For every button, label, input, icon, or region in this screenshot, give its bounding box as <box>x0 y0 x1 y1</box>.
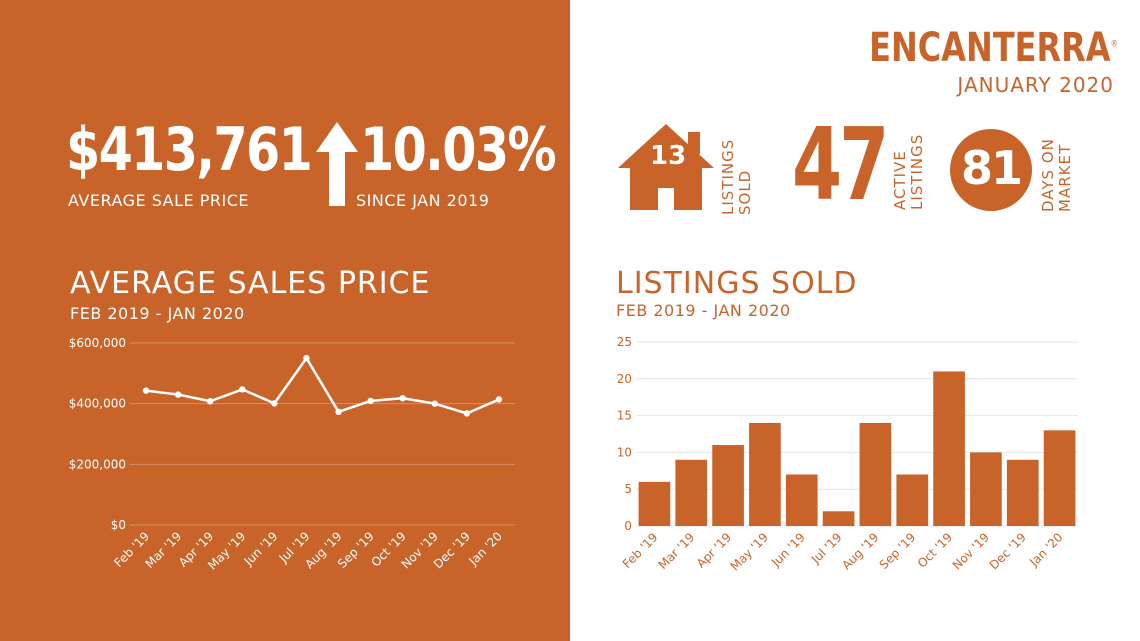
price-data-point <box>431 400 438 407</box>
listings-x-tick-label: Nov '19 <box>950 530 992 572</box>
days-on-market-label-line2: MARKET <box>1056 143 1074 212</box>
listings-bar <box>933 371 965 526</box>
listings-x-tick-label: Jun '19 <box>768 530 808 570</box>
listings-bar <box>970 452 1002 526</box>
listings-y-tick-label: 25 <box>617 335 632 349</box>
brand-logo: ENCANTERRA® <box>869 28 1118 68</box>
days-on-market-value: 81 <box>960 141 1023 195</box>
listings-y-tick-label: 10 <box>617 445 632 459</box>
listings-bar <box>896 474 929 526</box>
price-data-point <box>463 410 471 417</box>
avg-sale-price-value: $413,761 <box>66 115 313 185</box>
registered-mark: ® <box>1110 39 1118 50</box>
listings-x-tick-label: Mar '19 <box>656 530 698 572</box>
change-label: SINCE JAN 2019 <box>356 191 490 210</box>
active-listings-value: 47 <box>792 106 889 223</box>
price-y-tick-label: $400,000 <box>69 397 126 411</box>
price-data-point <box>399 395 406 402</box>
listings-sold-label-line1: LISTINGS <box>719 138 737 215</box>
listings-y-tick-label: 5 <box>624 482 632 496</box>
avg-sale-price-label: AVERAGE SALE PRICE <box>68 191 249 210</box>
listings-sold-label-line2: SOLD <box>736 169 754 215</box>
price-data-point <box>174 391 182 398</box>
price-data-point <box>239 386 246 393</box>
price-data-point <box>335 408 342 416</box>
price-x-tick-label: Mar '19 <box>143 529 185 571</box>
listings-x-tick-label: May '19 <box>728 530 771 573</box>
listings-chart-title: LISTINGS SOLD <box>616 266 858 301</box>
price-data-point <box>271 400 278 407</box>
price-x-tick-label: Jun '19 <box>241 529 281 569</box>
listings-x-tick-label: Jan '20 <box>1026 530 1066 570</box>
listings-y-tick-label: 20 <box>617 372 632 386</box>
listings-x-tick-label: Dec '19 <box>987 530 1029 572</box>
price-data-point <box>207 398 214 405</box>
listings-chart-subtitle: FEB 2019 - JAN 2020 <box>616 301 791 320</box>
change-value: 10.03% <box>360 115 557 185</box>
listings-bar <box>749 422 781 526</box>
listings-x-tick-label: Aug '19 <box>839 530 881 572</box>
listings-sold-label: LISTINGS SOLD <box>719 138 754 215</box>
price-y-tick-label: $600,000 <box>69 336 126 350</box>
listings-bar <box>785 474 818 526</box>
listings-bar <box>675 459 708 526</box>
price-x-tick-label: Jan '20 <box>466 529 506 569</box>
price-data-point <box>142 387 150 394</box>
price-chart-title: AVERAGE SALES PRICE <box>70 266 431 301</box>
price-y-tick-label: $200,000 <box>69 457 126 471</box>
price-series-line <box>145 356 500 415</box>
house-icon <box>618 124 714 210</box>
listings-x-tick-label: Sep '19 <box>877 530 919 572</box>
listings-bar <box>1006 459 1039 526</box>
price-x-tick-label: Sep '19 <box>335 529 377 571</box>
listings-bar <box>638 481 671 526</box>
circle-icon <box>950 129 1032 211</box>
days-on-market-label: DAYS ON MARKET <box>1039 138 1074 212</box>
listings-bar <box>859 422 892 526</box>
listings-x-tick-label: Oct '19 <box>915 530 955 570</box>
active-listings-label: ACTIVE LISTINGS <box>891 133 926 210</box>
price-chart-subtitle: FEB 2019 - JAN 2020 <box>70 304 245 323</box>
listings-bar <box>1043 430 1076 526</box>
listings-sold-value: 13 <box>650 141 687 171</box>
price-data-point <box>303 354 310 362</box>
days-on-market-label-line1: DAYS ON <box>1039 138 1057 212</box>
report-month: JANUARY 2020 <box>957 73 1114 97</box>
right-panel <box>570 0 1140 641</box>
left-panel <box>0 0 570 641</box>
listings-x-tick-label: Feb '19 <box>620 530 661 571</box>
active-listings-label-line1: ACTIVE <box>891 150 909 210</box>
brand-name: ENCANTERRA <box>869 25 1111 71</box>
listings-y-tick-label: 15 <box>617 409 632 423</box>
price-data-point <box>495 396 503 403</box>
arrow-up-icon <box>316 122 358 206</box>
listings-bar <box>712 445 744 526</box>
listings-y-tick-label: 0 <box>624 519 632 533</box>
price-y-tick-label: $0 <box>111 518 126 532</box>
active-listings-label-line2: LISTINGS <box>908 133 926 210</box>
listings-bar <box>822 511 855 526</box>
price-data-point <box>367 397 374 405</box>
